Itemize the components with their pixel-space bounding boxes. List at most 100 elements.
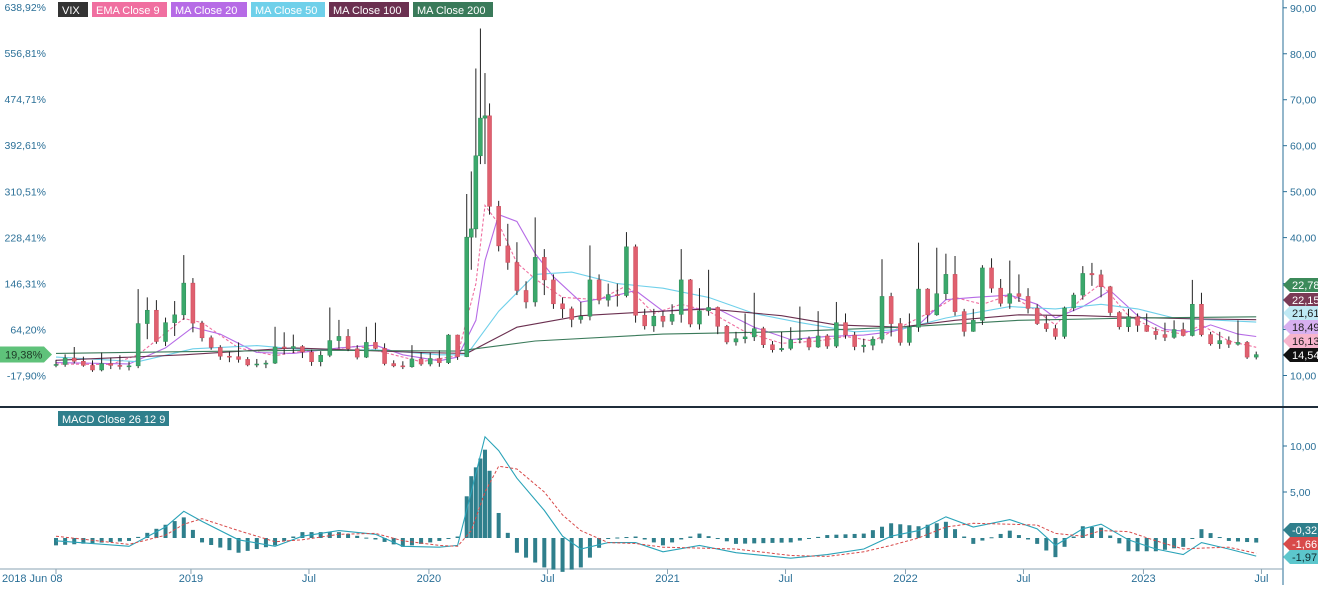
candle-body[interactable] bbox=[1180, 329, 1186, 336]
legend-box[interactable] bbox=[92, 2, 167, 17]
candle-body[interactable] bbox=[998, 287, 1003, 304]
candle-body[interactable] bbox=[263, 362, 269, 365]
candle-body[interactable] bbox=[391, 363, 396, 367]
candle-body[interactable] bbox=[455, 334, 460, 357]
candle-body[interactable] bbox=[706, 307, 711, 311]
candle-body[interactable] bbox=[751, 328, 757, 338]
candle-body[interactable] bbox=[409, 358, 415, 368]
candle-body[interactable] bbox=[788, 339, 793, 349]
candle-body[interactable] bbox=[834, 322, 839, 347]
candle-body[interactable] bbox=[181, 282, 187, 316]
candle-body[interactable] bbox=[1226, 340, 1232, 345]
candle-body[interactable] bbox=[487, 115, 492, 207]
legend-box[interactable] bbox=[251, 2, 325, 17]
candle-body[interactable] bbox=[514, 262, 520, 291]
candle-body[interactable] bbox=[1126, 316, 1131, 328]
candle-body[interactable] bbox=[1053, 328, 1058, 337]
candle-body[interactable] bbox=[309, 351, 314, 362]
candle-body[interactable] bbox=[1117, 312, 1122, 328]
candle-body[interactable] bbox=[615, 294, 620, 296]
candle-body[interactable] bbox=[135, 323, 141, 367]
candle-body[interactable] bbox=[624, 246, 629, 296]
candle-body[interactable] bbox=[199, 322, 205, 339]
candle-body[interactable] bbox=[1235, 342, 1241, 345]
candle-body[interactable] bbox=[245, 359, 250, 366]
candle-body[interactable] bbox=[633, 246, 638, 316]
candle-body[interactable] bbox=[464, 236, 469, 357]
legend-box[interactable] bbox=[329, 2, 409, 17]
candle-body[interactable] bbox=[943, 274, 949, 294]
candle-body[interactable] bbox=[373, 342, 378, 349]
candle-body[interactable] bbox=[888, 296, 894, 324]
candle-body[interactable] bbox=[300, 346, 305, 353]
candle-body[interactable] bbox=[81, 361, 86, 366]
candle-body[interactable] bbox=[715, 307, 720, 327]
candle-body[interactable] bbox=[971, 320, 976, 332]
candle-body[interactable] bbox=[1144, 325, 1149, 332]
candle-body[interactable] bbox=[770, 344, 775, 351]
candle-body[interactable] bbox=[345, 336, 351, 350]
candle-body[interactable] bbox=[1199, 304, 1204, 335]
candle-body[interactable] bbox=[1153, 331, 1159, 335]
candle-body[interactable] bbox=[117, 365, 123, 367]
candle-body[interactable] bbox=[916, 288, 921, 328]
candle-body[interactable] bbox=[354, 348, 360, 358]
candle-body[interactable] bbox=[482, 115, 488, 119]
candle-body[interactable] bbox=[779, 348, 784, 351]
candle-body[interactable] bbox=[478, 117, 483, 157]
candle-body[interactable] bbox=[1244, 342, 1250, 358]
candle-body[interactable] bbox=[542, 257, 547, 281]
candle-body[interactable] bbox=[532, 257, 538, 303]
candle-body[interactable] bbox=[496, 206, 501, 247]
candle-body[interactable] bbox=[742, 336, 748, 339]
candle-body[interactable] bbox=[126, 365, 132, 368]
candle-body[interactable] bbox=[797, 338, 803, 340]
candle-body[interactable] bbox=[281, 346, 287, 349]
candle-body[interactable] bbox=[190, 282, 196, 324]
candle-body[interactable] bbox=[1190, 304, 1195, 336]
candle-body[interactable] bbox=[145, 309, 150, 324]
candle-body[interactable] bbox=[154, 309, 159, 342]
candle-body[interactable] bbox=[163, 322, 168, 342]
candle-body[interactable] bbox=[605, 294, 611, 301]
candle-body[interactable] bbox=[364, 342, 369, 358]
candle-body[interactable] bbox=[824, 335, 830, 347]
candle-body[interactable] bbox=[227, 355, 232, 358]
candle-body[interactable] bbox=[327, 340, 333, 356]
candle-body[interactable] bbox=[596, 279, 602, 301]
candle-body[interactable] bbox=[473, 155, 479, 230]
candle-body[interactable] bbox=[806, 338, 812, 348]
candle-body[interactable] bbox=[318, 355, 323, 362]
candle-body[interactable] bbox=[172, 314, 177, 323]
candle-body[interactable] bbox=[852, 334, 857, 347]
legend-box[interactable] bbox=[413, 2, 493, 17]
candle-body[interactable] bbox=[1080, 273, 1086, 296]
candle-body[interactable] bbox=[898, 323, 903, 343]
candle-body[interactable] bbox=[551, 279, 556, 305]
candle-body[interactable] bbox=[1016, 293, 1022, 297]
candle-body[interactable] bbox=[961, 311, 967, 332]
candle-body[interactable] bbox=[1135, 316, 1140, 326]
candle-body[interactable] bbox=[1025, 296, 1031, 309]
candle-body[interactable] bbox=[1062, 307, 1067, 337]
candle-body[interactable] bbox=[1071, 294, 1076, 309]
candle-body[interactable] bbox=[1253, 354, 1259, 358]
candle-body[interactable] bbox=[1007, 293, 1013, 304]
candle-body[interactable] bbox=[1089, 273, 1095, 276]
candle-body[interactable] bbox=[1208, 334, 1213, 345]
candle-body[interactable] bbox=[469, 228, 474, 238]
candle-body[interactable] bbox=[418, 358, 424, 365]
candle-body[interactable] bbox=[99, 363, 104, 371]
candle-body[interactable] bbox=[505, 245, 511, 263]
candle-body[interactable] bbox=[108, 363, 114, 366]
candle-body[interactable] bbox=[879, 296, 885, 340]
candle-body[interactable] bbox=[724, 326, 730, 343]
candle-body[interactable] bbox=[907, 326, 912, 343]
candle-body[interactable] bbox=[208, 337, 214, 348]
candle-body[interactable] bbox=[989, 267, 994, 289]
candle-body[interactable] bbox=[870, 338, 876, 346]
candle-body[interactable] bbox=[1098, 274, 1104, 288]
candle-body[interactable] bbox=[660, 315, 666, 322]
candle-body[interactable] bbox=[980, 267, 985, 321]
candle-body[interactable] bbox=[815, 335, 821, 348]
